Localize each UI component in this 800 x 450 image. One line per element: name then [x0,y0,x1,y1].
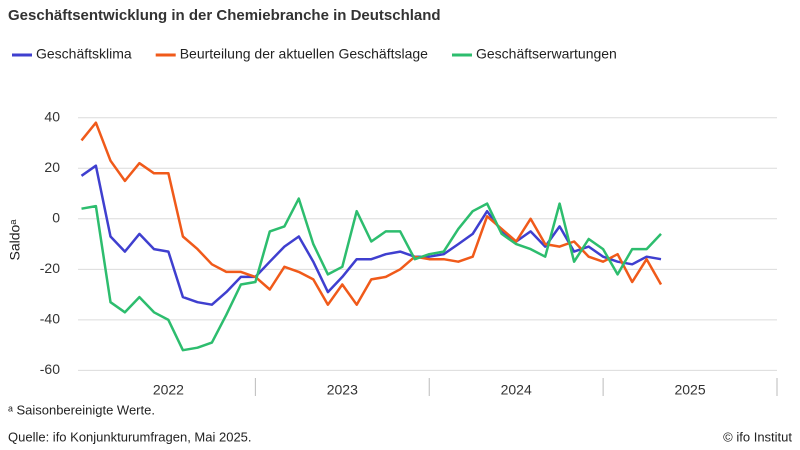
legend-label: Geschäftserwartungen [476,46,617,62]
y-axis-label: Saldoᵃ [7,219,23,261]
x-tick-label: 2024 [501,382,532,398]
source: Quelle: ifo Konjunkturumfragen, Mai 2025… [8,429,252,444]
chart-title: Geschäftsentwicklung in der Chemiebranch… [8,7,441,24]
x-tick-label: 2022 [153,382,184,398]
y-tick-label: 0 [52,209,60,225]
y-tick-label: -20 [40,260,60,276]
x-tick-label: 2023 [327,382,358,398]
legend-label: Beurteilung der aktuellen Geschäftslage [180,46,428,62]
y-tick-label: -60 [40,361,60,377]
series-line [81,197,662,352]
x-tick-label: 2025 [674,382,705,398]
series-line [80,121,663,306]
y-tick-label: -40 [40,311,60,327]
y-tick-label: 40 [44,108,60,124]
series-line [80,164,662,306]
legend-label: Geschäftsklima [36,46,132,62]
credit: © ifo Institut [723,429,792,444]
footnote: ᵃ Saisonbereinigte Werte. [8,402,155,417]
y-tick-label: 20 [44,159,60,175]
